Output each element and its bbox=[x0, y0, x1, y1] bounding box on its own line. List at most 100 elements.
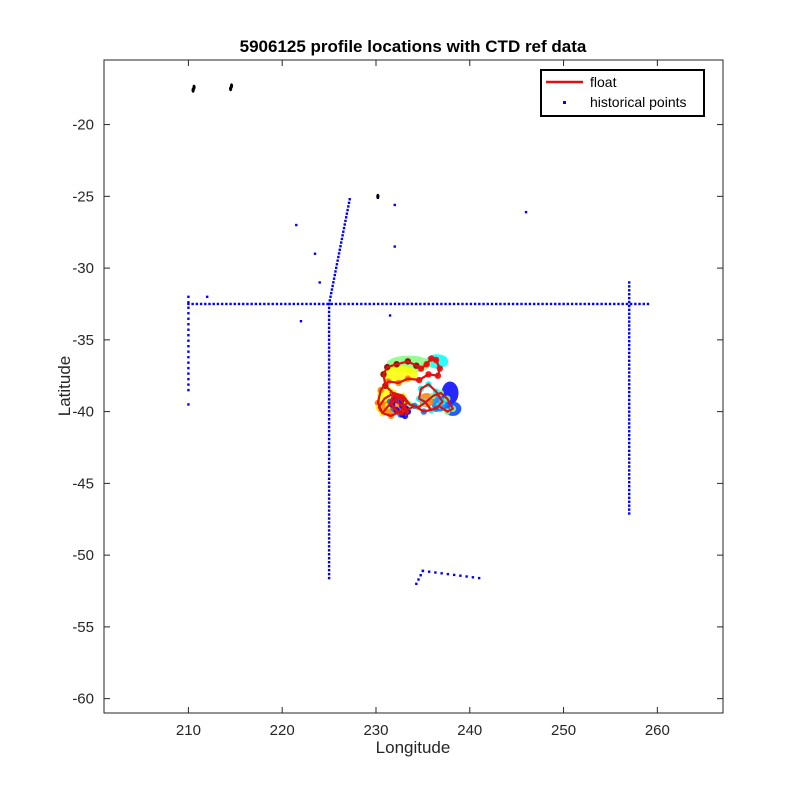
historical-point bbox=[628, 398, 631, 402]
historical-point bbox=[288, 302, 291, 306]
historical-point bbox=[327, 477, 331, 480]
historical-point bbox=[327, 564, 331, 568]
x-tick-label: 210 bbox=[176, 722, 201, 739]
historical-point bbox=[628, 300, 631, 304]
historical-point bbox=[499, 302, 502, 306]
historical-point bbox=[628, 480, 631, 484]
historical-point bbox=[376, 302, 380, 306]
historical-point bbox=[327, 417, 331, 421]
historical-point bbox=[638, 302, 641, 306]
historical-point bbox=[355, 302, 359, 306]
historical-point bbox=[187, 312, 190, 315]
historical-point bbox=[327, 501, 331, 504]
historical-point bbox=[520, 302, 523, 306]
historical-point bbox=[628, 488, 631, 492]
historical-point bbox=[628, 437, 631, 441]
historical-point bbox=[187, 344, 190, 348]
historical-point bbox=[205, 295, 209, 299]
legend-historical-label: historical points bbox=[590, 94, 687, 110]
y-axis-label: Latitude bbox=[55, 356, 74, 417]
historical-point bbox=[299, 320, 303, 323]
historical-point bbox=[628, 465, 631, 468]
historical-point bbox=[478, 302, 481, 306]
historical-point bbox=[327, 378, 331, 381]
historical-point bbox=[414, 302, 418, 306]
historical-point bbox=[628, 308, 631, 312]
historical-point bbox=[327, 517, 331, 520]
historical-point bbox=[327, 358, 331, 361]
historical-point bbox=[327, 394, 331, 397]
historical-point bbox=[628, 281, 631, 284]
historical-point bbox=[554, 302, 557, 306]
historical-point bbox=[195, 302, 199, 306]
historical-point bbox=[628, 316, 631, 319]
x-tick-label: 250 bbox=[551, 722, 576, 739]
historical-point bbox=[327, 302, 331, 306]
historical-point bbox=[579, 302, 582, 306]
historical-point bbox=[279, 302, 283, 306]
historical-point bbox=[332, 277, 336, 280]
historical-point bbox=[440, 572, 443, 575]
historical-point bbox=[628, 469, 631, 472]
historical-point bbox=[327, 429, 331, 433]
historical-point bbox=[393, 302, 397, 306]
historical-point bbox=[313, 302, 317, 306]
historical-point bbox=[628, 512, 631, 515]
historical-point bbox=[642, 302, 645, 306]
historical-point bbox=[511, 302, 515, 306]
historical-point bbox=[617, 302, 620, 306]
historical-point bbox=[330, 302, 333, 306]
y-tick-label: -30 bbox=[72, 260, 94, 277]
y-tick-label: -60 bbox=[72, 691, 94, 708]
historical-point bbox=[628, 289, 631, 292]
historical-point bbox=[327, 437, 331, 441]
historical-point bbox=[187, 306, 190, 309]
historical-point bbox=[628, 386, 631, 390]
historical-point bbox=[634, 302, 637, 306]
historical-point bbox=[465, 575, 468, 578]
historical-point bbox=[398, 302, 401, 306]
historical-point bbox=[459, 574, 462, 577]
historical-point bbox=[345, 212, 349, 215]
historical-point bbox=[575, 302, 578, 306]
historical-point bbox=[327, 346, 331, 349]
historical-point bbox=[346, 208, 349, 212]
historical-point bbox=[385, 302, 388, 306]
historical-point bbox=[327, 362, 331, 365]
historical-point bbox=[328, 299, 332, 302]
historical-point bbox=[327, 410, 331, 413]
historical-point bbox=[406, 302, 409, 306]
historical-point bbox=[393, 203, 396, 207]
historical-point bbox=[333, 273, 336, 277]
historical-point bbox=[628, 363, 631, 366]
historical-point bbox=[237, 302, 241, 306]
historical-point bbox=[327, 553, 331, 556]
historical-point bbox=[446, 572, 450, 576]
historical-point bbox=[327, 374, 331, 377]
historical-point bbox=[628, 367, 631, 370]
historical-point bbox=[628, 504, 631, 507]
float-track-layer bbox=[376, 357, 454, 417]
historical-point bbox=[360, 302, 363, 306]
historical-point bbox=[628, 414, 631, 417]
historical-point bbox=[327, 557, 331, 560]
historical-point bbox=[410, 302, 414, 306]
historical-point bbox=[327, 441, 331, 445]
historical-point bbox=[187, 328, 190, 331]
historical-point bbox=[381, 302, 384, 306]
historical-point bbox=[583, 302, 586, 306]
historical-point bbox=[327, 425, 331, 429]
historical-point bbox=[435, 302, 439, 306]
historical-point bbox=[327, 314, 331, 318]
historical-point bbox=[327, 453, 331, 457]
historical-point bbox=[208, 302, 211, 306]
historical-point bbox=[327, 576, 331, 580]
historical-point bbox=[419, 302, 422, 306]
historical-point bbox=[628, 355, 631, 359]
legend-box bbox=[540, 69, 705, 117]
historical-point bbox=[337, 255, 340, 259]
historical-point bbox=[368, 302, 371, 306]
historical-point bbox=[271, 302, 274, 306]
historical-point bbox=[313, 252, 317, 255]
